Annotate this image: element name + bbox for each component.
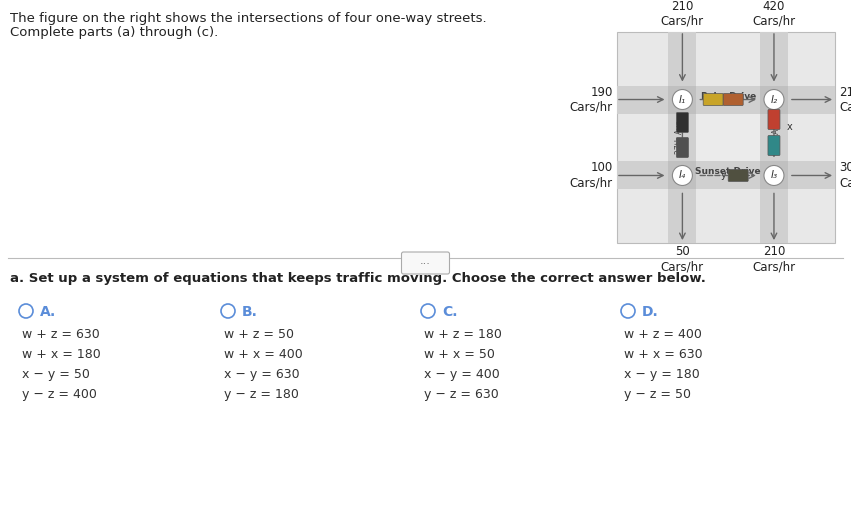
Text: x: x	[787, 122, 793, 133]
Text: z: z	[680, 141, 685, 150]
Text: 210
Cars/hr: 210 Cars/hr	[752, 245, 796, 273]
Text: 190
Cars/hr: 190 Cars/hr	[570, 85, 613, 113]
Text: w + x = 630: w + x = 630	[624, 348, 703, 361]
Text: w + z = 630: w + z = 630	[22, 328, 100, 341]
Circle shape	[764, 166, 784, 185]
FancyBboxPatch shape	[723, 93, 743, 106]
Text: 210
Cars/hr: 210 Cars/hr	[839, 85, 851, 113]
Text: Sunset Drive: Sunset Drive	[695, 168, 761, 176]
Text: I₃: I₃	[770, 171, 778, 180]
FancyBboxPatch shape	[677, 138, 688, 157]
FancyBboxPatch shape	[728, 170, 748, 181]
Text: x − y = 180: x − y = 180	[624, 368, 700, 381]
Text: D.: D.	[642, 305, 659, 319]
Circle shape	[672, 166, 693, 185]
Text: 210
Cars/hr: 210 Cars/hr	[661, 0, 704, 28]
Bar	[760, 162, 788, 189]
Text: w + z = 50: w + z = 50	[224, 328, 294, 341]
Text: a. Set up a system of equations that keeps traffic moving. Choose the correct an: a. Set up a system of equations that kee…	[10, 272, 705, 285]
Circle shape	[764, 89, 784, 110]
Text: I₁: I₁	[679, 94, 686, 105]
FancyBboxPatch shape	[768, 136, 780, 155]
Circle shape	[672, 89, 693, 110]
Text: 27th Ave: 27th Ave	[675, 120, 684, 154]
Text: y − z = 400: y − z = 400	[22, 388, 97, 401]
Text: I₂: I₂	[770, 94, 778, 105]
Text: w + x = 180: w + x = 180	[22, 348, 100, 361]
Text: y − z = 180: y − z = 180	[224, 388, 299, 401]
Text: 30
Cars/hr: 30 Cars/hr	[839, 162, 851, 189]
Text: 420
Cars/hr: 420 Cars/hr	[752, 0, 796, 28]
Text: w + z = 180: w + z = 180	[424, 328, 502, 341]
Text: 100
Cars/hr: 100 Cars/hr	[570, 162, 613, 189]
Text: y − z = 50: y − z = 50	[624, 388, 691, 401]
Text: I₄: I₄	[679, 171, 686, 180]
Bar	[760, 32, 788, 243]
Text: B.: B.	[242, 305, 258, 319]
Bar	[760, 85, 788, 113]
Text: y: y	[720, 171, 726, 180]
Bar	[617, 32, 835, 243]
Text: y − z = 630: y − z = 630	[424, 388, 499, 401]
Text: 50
Cars/hr: 50 Cars/hr	[661, 245, 704, 273]
Bar	[617, 85, 835, 113]
Text: C.: C.	[442, 305, 458, 319]
Text: Complete parts (a) through (c).: Complete parts (a) through (c).	[10, 26, 218, 39]
Bar	[617, 162, 835, 189]
FancyBboxPatch shape	[677, 112, 688, 133]
Bar	[696, 113, 760, 162]
Text: The figure on the right shows the intersections of four one-way streets.: The figure on the right shows the inters…	[10, 12, 487, 25]
Text: 37th Ave: 37th Ave	[773, 120, 781, 154]
Text: w + x = 400: w + x = 400	[224, 348, 303, 361]
FancyBboxPatch shape	[402, 252, 449, 274]
Text: w + x = 50: w + x = 50	[424, 348, 495, 361]
Text: x − y = 50: x − y = 50	[22, 368, 90, 381]
FancyBboxPatch shape	[703, 93, 723, 106]
Bar	[668, 32, 696, 243]
Text: Palm Drive: Palm Drive	[700, 91, 756, 101]
Bar	[668, 162, 696, 189]
Text: x − y = 400: x − y = 400	[424, 368, 500, 381]
Text: A.: A.	[40, 305, 56, 319]
Text: ···: ···	[420, 259, 431, 269]
FancyBboxPatch shape	[768, 110, 780, 130]
Bar	[668, 85, 696, 113]
Text: w + z = 400: w + z = 400	[624, 328, 702, 341]
Text: w: w	[719, 92, 728, 103]
Text: x − y = 630: x − y = 630	[224, 368, 300, 381]
